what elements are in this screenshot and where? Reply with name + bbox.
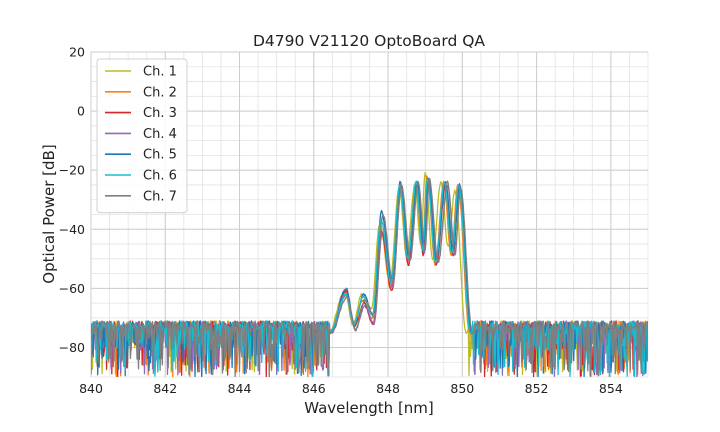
x-tick-label: 848 — [376, 381, 400, 396]
series-line-ch-7 — [91, 177, 648, 377]
series-line-ch-4 — [91, 180, 648, 377]
y-tick-label: −20 — [59, 163, 85, 178]
y-tick-label: −60 — [59, 281, 85, 296]
y-tick-label: 20 — [69, 45, 85, 60]
legend-label: Ch. 1 — [143, 65, 177, 80]
legend-label: Ch. 4 — [143, 127, 177, 142]
y-tick-label: −80 — [59, 340, 85, 355]
legend-label: Ch. 5 — [143, 148, 177, 163]
legend-label: Ch. 3 — [143, 106, 177, 121]
legend: Ch. 1 Ch. 2 Ch. 3 Ch. 4 Ch. 5 Ch. 6 Ch. 7 — [96, 58, 188, 214]
legend-label: Ch. 7 — [143, 189, 177, 204]
x-tick-label: 854 — [599, 381, 623, 396]
x-tick-label: 842 — [153, 381, 177, 396]
series-layer — [91, 171, 648, 377]
x-tick-label: 850 — [450, 381, 474, 396]
chart-title: D4790 V21120 OptoBoard QA — [253, 32, 485, 50]
x-tick-labels: 840 842 844 846 848 850 852 854 — [79, 381, 623, 396]
x-tick-label: 852 — [525, 381, 549, 396]
y-tick-label: −40 — [59, 222, 85, 237]
y-tick-label: 0 — [77, 104, 85, 119]
x-axis-title: Wavelength [nm] — [304, 399, 434, 417]
y-tick-labels: 20 0 −20 −40 −60 −80 — [59, 45, 85, 355]
legend-label: Ch. 2 — [143, 85, 177, 100]
x-tick-label: 840 — [79, 381, 103, 396]
y-axis-title: Optical Power [dB] — [40, 144, 58, 283]
x-tick-label: 846 — [302, 381, 326, 396]
legend-label: Ch. 6 — [143, 169, 177, 184]
x-tick-label: 844 — [228, 381, 252, 396]
